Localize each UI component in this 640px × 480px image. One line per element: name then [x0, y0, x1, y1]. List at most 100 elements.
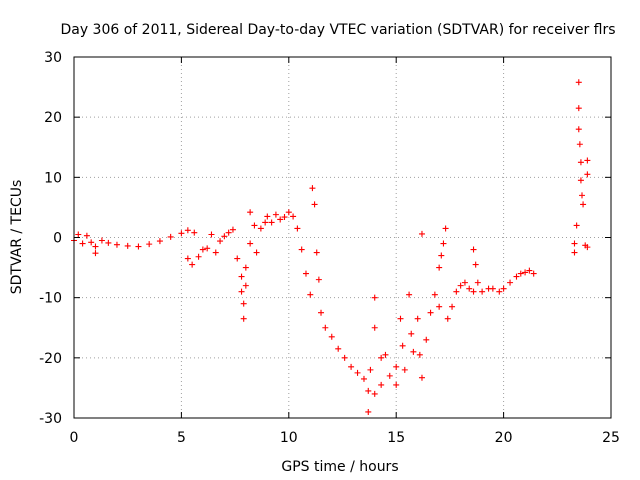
data-point: [416, 351, 423, 358]
data-point: [500, 285, 507, 292]
x-tick-label: 10: [280, 430, 298, 446]
data-point: [474, 279, 481, 286]
data-point: [238, 273, 245, 280]
y-tick-label: -30: [39, 411, 62, 427]
data-point: [438, 252, 445, 259]
data-point: [348, 363, 355, 370]
data-point: [466, 285, 473, 292]
data-point: [262, 219, 269, 226]
data-point: [579, 192, 586, 199]
data-point: [470, 246, 477, 253]
data-point: [240, 300, 247, 307]
data-point: [378, 354, 385, 361]
data-point: [371, 390, 378, 397]
data-point: [575, 79, 582, 86]
data-point: [253, 249, 260, 256]
chart-title: Day 306 of 2011, Sidereal Day-to-day VTE…: [60, 22, 615, 38]
data-point: [242, 282, 249, 289]
data-point: [92, 250, 99, 257]
x-tick-label: 5: [177, 430, 186, 446]
data-point: [575, 126, 582, 133]
data-point: [436, 264, 443, 271]
data-point: [470, 288, 477, 295]
data-point: [272, 211, 279, 218]
data-point: [371, 324, 378, 331]
data-point: [247, 209, 254, 216]
axis-ticks: 0 5 10 15 20 25 -30 -20 -10 0 10 20 30: [39, 50, 620, 446]
data-point: [221, 233, 228, 240]
data-point: [268, 219, 275, 226]
data-point: [371, 294, 378, 301]
y-tick-label: 0: [53, 231, 62, 247]
data-point: [217, 238, 224, 245]
data-point: [408, 330, 415, 337]
data-point: [229, 226, 236, 233]
data-point: [584, 244, 591, 251]
data-point: [365, 387, 372, 394]
data-point: [472, 261, 479, 268]
data-point: [315, 276, 322, 283]
data-point: [479, 288, 486, 295]
data-point: [307, 291, 314, 298]
data-point: [251, 222, 258, 229]
data-point: [360, 375, 367, 382]
data-point: [453, 288, 460, 295]
data-point: [313, 249, 320, 256]
data-point: [298, 246, 305, 253]
x-tick-label: 15: [387, 430, 405, 446]
data-point: [92, 243, 99, 250]
data-point: [311, 201, 318, 208]
data-point: [75, 231, 82, 238]
data-point: [240, 315, 247, 322]
data-point: [328, 333, 335, 340]
data-point: [530, 270, 537, 277]
data-point: [204, 245, 211, 252]
data-point: [79, 240, 86, 247]
data-point: [423, 336, 430, 343]
data-point: [571, 249, 578, 256]
data-point: [414, 315, 421, 322]
data-point: [178, 230, 185, 237]
data-point: [507, 279, 514, 286]
data-point: [318, 309, 325, 316]
data-point: [431, 291, 438, 298]
data-point: [302, 270, 309, 277]
y-tick-label: 30: [44, 50, 62, 66]
data-point: [105, 239, 112, 246]
data-point: [367, 366, 374, 373]
data-point: [496, 288, 503, 295]
data-point: [98, 237, 105, 244]
data-point: [234, 255, 241, 262]
data-point: [584, 171, 591, 178]
data-point: [238, 288, 245, 295]
data-point: [199, 246, 206, 253]
y-axis-label: SDTVAR / TECUs: [9, 180, 25, 295]
data-point: [410, 348, 417, 355]
data-point: [242, 264, 249, 271]
data-point: [418, 374, 425, 381]
y-tick-label: -10: [39, 291, 62, 307]
data-point: [184, 255, 191, 262]
data-point: [189, 261, 196, 268]
data-point: [309, 185, 316, 192]
data-point: [365, 408, 372, 415]
data-point: [386, 372, 393, 379]
data-point: [184, 227, 191, 234]
data-point: [573, 222, 580, 229]
data-point: [576, 141, 583, 148]
data-point: [382, 351, 389, 358]
data-point: [399, 342, 406, 349]
data-point: [257, 225, 264, 232]
data-point: [584, 157, 591, 164]
x-tick-label: 25: [602, 430, 620, 446]
data-point: [83, 232, 90, 239]
data-point: [575, 105, 582, 112]
data-point: [401, 366, 408, 373]
data-point: [571, 240, 578, 247]
y-tick-label: 10: [44, 170, 62, 186]
data-point: [277, 216, 284, 223]
data-points: [71, 79, 591, 415]
data-point: [146, 241, 153, 248]
data-point: [440, 240, 447, 247]
